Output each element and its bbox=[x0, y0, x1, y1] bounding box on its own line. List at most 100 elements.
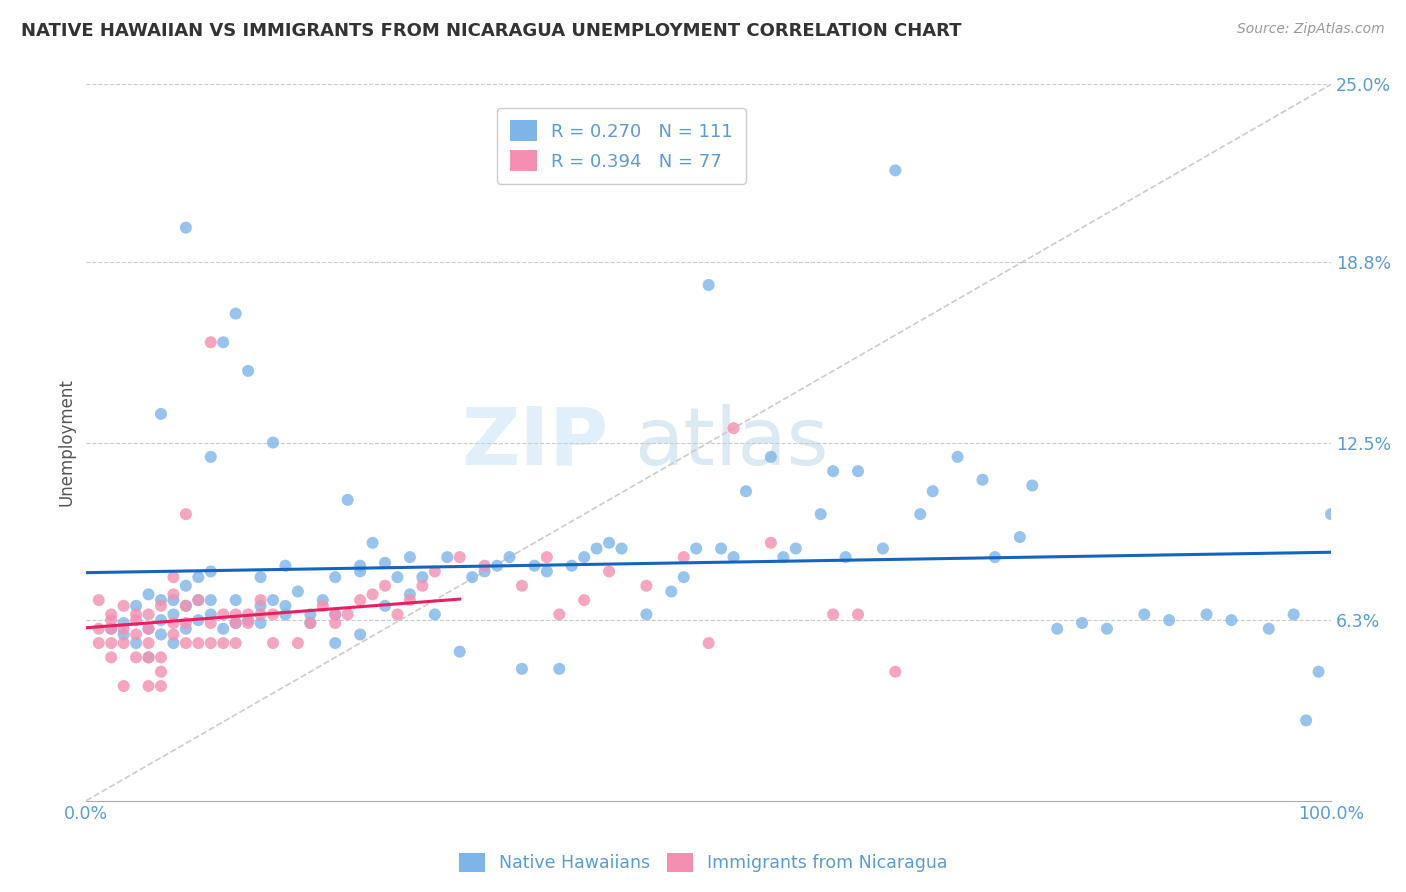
Point bbox=[349, 627, 371, 641]
Point bbox=[312, 593, 335, 607]
Point bbox=[87, 622, 110, 636]
Point bbox=[374, 556, 396, 570]
Point bbox=[536, 550, 558, 565]
Point bbox=[287, 636, 309, 650]
Point bbox=[697, 636, 720, 650]
Point bbox=[299, 615, 322, 630]
Point bbox=[149, 593, 172, 607]
Point bbox=[1295, 714, 1317, 728]
Point bbox=[138, 607, 160, 622]
Point bbox=[710, 541, 733, 556]
Point bbox=[112, 615, 135, 630]
Point bbox=[162, 627, 184, 641]
Point bbox=[200, 450, 222, 464]
Point bbox=[174, 599, 197, 613]
Point bbox=[138, 622, 160, 636]
Point bbox=[225, 615, 247, 630]
Point bbox=[225, 593, 247, 607]
Point bbox=[685, 541, 707, 556]
Point bbox=[823, 464, 845, 478]
Text: atlas: atlas bbox=[634, 403, 828, 482]
Point bbox=[449, 550, 471, 565]
Point bbox=[174, 622, 197, 636]
Point bbox=[174, 579, 197, 593]
Point bbox=[112, 627, 135, 641]
Point bbox=[174, 615, 197, 630]
Point bbox=[323, 636, 346, 650]
Point bbox=[138, 622, 160, 636]
Point bbox=[323, 615, 346, 630]
Point bbox=[872, 541, 894, 556]
Point bbox=[262, 636, 284, 650]
Point bbox=[536, 565, 558, 579]
Point bbox=[323, 607, 346, 622]
Point bbox=[200, 607, 222, 622]
Point bbox=[1008, 530, 1031, 544]
Point bbox=[1159, 613, 1181, 627]
Point bbox=[174, 220, 197, 235]
Point bbox=[162, 636, 184, 650]
Point bbox=[349, 558, 371, 573]
Point bbox=[636, 607, 658, 622]
Point bbox=[772, 550, 794, 565]
Text: ZIP: ZIP bbox=[461, 403, 609, 482]
Point bbox=[100, 613, 122, 627]
Point bbox=[884, 163, 907, 178]
Point bbox=[200, 565, 222, 579]
Point bbox=[225, 636, 247, 650]
Point bbox=[236, 364, 259, 378]
Point bbox=[149, 407, 172, 421]
Point bbox=[585, 541, 607, 556]
Point bbox=[598, 565, 620, 579]
Point bbox=[249, 599, 271, 613]
Point bbox=[187, 570, 209, 584]
Point bbox=[249, 570, 271, 584]
Point bbox=[1133, 607, 1156, 622]
Point bbox=[149, 599, 172, 613]
Point bbox=[100, 607, 122, 622]
Point bbox=[100, 650, 122, 665]
Point bbox=[1257, 622, 1279, 636]
Point bbox=[323, 570, 346, 584]
Point bbox=[274, 558, 297, 573]
Point bbox=[823, 607, 845, 622]
Point bbox=[910, 507, 932, 521]
Point bbox=[349, 593, 371, 607]
Point bbox=[785, 541, 807, 556]
Point bbox=[249, 615, 271, 630]
Point bbox=[946, 450, 969, 464]
Point bbox=[187, 593, 209, 607]
Point bbox=[1220, 613, 1243, 627]
Point bbox=[200, 593, 222, 607]
Point bbox=[149, 665, 172, 679]
Point bbox=[399, 593, 422, 607]
Point bbox=[138, 636, 160, 650]
Point bbox=[361, 536, 384, 550]
Point bbox=[125, 607, 148, 622]
Point bbox=[138, 679, 160, 693]
Point bbox=[212, 622, 235, 636]
Point bbox=[461, 570, 484, 584]
Point bbox=[149, 613, 172, 627]
Point bbox=[1320, 507, 1343, 521]
Point bbox=[262, 593, 284, 607]
Point bbox=[149, 650, 172, 665]
Point bbox=[212, 607, 235, 622]
Point bbox=[125, 627, 148, 641]
Point bbox=[810, 507, 832, 521]
Legend: Native Hawaiians, Immigrants from Nicaragua: Native Hawaiians, Immigrants from Nicara… bbox=[451, 846, 955, 879]
Point bbox=[323, 607, 346, 622]
Point bbox=[187, 636, 209, 650]
Point bbox=[100, 636, 122, 650]
Point bbox=[572, 593, 595, 607]
Point bbox=[162, 587, 184, 601]
Point bbox=[200, 636, 222, 650]
Point bbox=[735, 484, 758, 499]
Point bbox=[697, 277, 720, 292]
Point bbox=[225, 307, 247, 321]
Point bbox=[548, 607, 571, 622]
Point bbox=[125, 613, 148, 627]
Point bbox=[598, 536, 620, 550]
Point bbox=[299, 607, 322, 622]
Point bbox=[572, 550, 595, 565]
